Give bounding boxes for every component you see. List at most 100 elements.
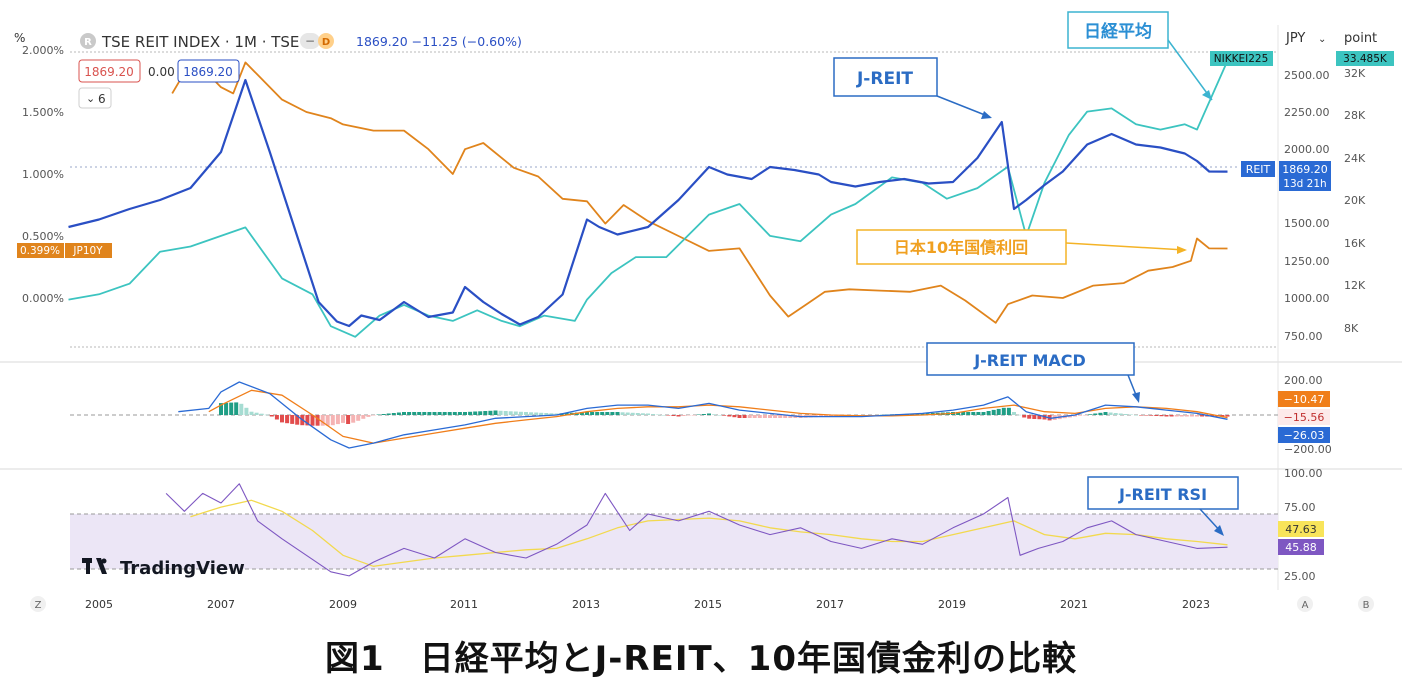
reit-name: REIT	[1246, 163, 1271, 176]
macd-histogram-bar	[920, 413, 925, 415]
tradingview-logo[interactable]: TradingView	[82, 558, 245, 579]
macd-histogram-bar	[1149, 415, 1154, 416]
quote-text: 1869.20 −11.25 (−0.60%)	[356, 34, 522, 49]
macd-histogram-bar	[1108, 412, 1113, 415]
right-axis-unit-jpy[interactable]: JPY	[1285, 31, 1305, 46]
macd-histogram-bar	[244, 407, 249, 415]
series-lines	[68, 60, 1229, 577]
tradingview-logo-icon	[101, 558, 107, 564]
macd-histogram-bar	[1103, 412, 1108, 415]
macd-histogram-bar	[1154, 415, 1159, 416]
macd-histogram-bar	[976, 412, 981, 415]
macd-histogram-bar	[1189, 415, 1194, 417]
macd-histogram-bar	[671, 415, 676, 416]
macd-histogram-bar	[605, 412, 610, 415]
macd-histogram-bar	[483, 411, 488, 415]
nikkei-name-badge	[1210, 51, 1273, 66]
macd-histogram-bar	[1093, 413, 1098, 415]
macd-histogram-bar	[508, 411, 513, 415]
macd-histogram-bar	[712, 414, 717, 415]
price-box-blue-text: 1869.20	[183, 65, 233, 79]
macd-histogram-bar	[239, 403, 244, 415]
macd-histogram-bar	[722, 415, 727, 416]
annotation-jgb-box	[856, 229, 1067, 265]
collapse-count: 6	[98, 92, 106, 106]
macd-histogram-bar	[788, 415, 793, 418]
macd-histogram-bar	[1037, 415, 1042, 420]
macd-histogram-bar	[295, 415, 300, 425]
macd-histogram-bar	[412, 412, 417, 415]
macd-histogram-bar	[396, 412, 401, 415]
macd-histogram-bar	[1012, 412, 1016, 415]
rsi-badge-1	[1278, 521, 1324, 537]
nikkei-name: NIKKEI225	[1214, 53, 1269, 65]
minus-badge[interactable]	[300, 33, 320, 49]
macd-histogram-bar	[1159, 415, 1164, 417]
arrow-head-icon	[1132, 392, 1140, 403]
left-axis-tick: 0.000%	[22, 292, 64, 305]
macd-histogram-bar	[732, 415, 737, 418]
price-box-blue[interactable]	[177, 59, 240, 83]
chart-canvas: % R TSE REIT INDEX · 1M · TSE − D 1869.2…	[0, 11, 1402, 612]
x-axis-tick: 2019	[938, 598, 966, 611]
macd-histogram-bar	[1073, 415, 1077, 417]
x-axis-tick: 2005	[85, 598, 113, 611]
price-box-red[interactable]	[78, 59, 141, 83]
macd-histogram-bar	[1220, 415, 1225, 417]
chevron-down-icon: ⌄	[86, 92, 95, 105]
macd-histogram-bar	[1017, 414, 1022, 416]
rsi-axis-tick: 75.00	[1284, 501, 1316, 514]
jpy-axis-tick: 2250.00	[1284, 106, 1330, 119]
left-axis-tick: 1.000%	[22, 168, 64, 181]
jpy-axis-tick: 1500.00	[1284, 217, 1330, 230]
figure-caption: 図1 日経平均とJ-REIT、10年国債金利の比較	[325, 639, 1077, 679]
macd-histogram-bar	[478, 411, 483, 415]
symbol-title[interactable]: TSE REIT INDEX · 1M · TSE	[101, 33, 299, 51]
macd-histogram-bar	[498, 410, 503, 415]
collapse-button[interactable]	[78, 87, 112, 109]
d-badge-icon[interactable]	[318, 33, 334, 49]
x-axis-tick: 2011	[450, 598, 478, 611]
macd-histogram-bar	[640, 413, 645, 415]
rsi-badge-2	[1278, 539, 1324, 555]
macd-axis-tick: −200.00	[1284, 443, 1332, 456]
nikkei-value-badge	[1336, 51, 1394, 66]
macd-histogram-bar	[981, 412, 986, 415]
annotation-nikkei: 日経平均	[1084, 21, 1152, 42]
macd-histogram-bar	[473, 411, 478, 415]
macd-histogram-bar	[1078, 415, 1083, 416]
left-axis-tick: 1.500%	[22, 106, 64, 119]
chevron-down-icon[interactable]: ⌄	[1318, 34, 1326, 45]
price-box-red-text: 1869.20	[84, 65, 134, 79]
macd-histogram-bar	[524, 412, 528, 415]
jpy-axis-tick: 2000.00	[1284, 143, 1330, 156]
macd-badge-3	[1278, 427, 1330, 443]
log-scale-icon[interactable]	[1358, 596, 1374, 612]
macd-histogram-bar	[585, 412, 589, 415]
macd-histogram-bar	[1179, 415, 1184, 417]
macd-histogram-bar	[646, 413, 650, 415]
macd-histogram-bar	[1022, 415, 1027, 418]
macd-histogram-bar	[747, 415, 752, 418]
series-line-reit	[68, 78, 1228, 328]
rsi-badge-2-text: 45.88	[1285, 541, 1317, 554]
macd-histogram-bar	[305, 415, 310, 426]
macd-badge-2	[1278, 409, 1330, 425]
macd-histogram-bar	[259, 413, 264, 415]
annotation-reit: J-REIT	[856, 69, 913, 89]
macd-histogram-bar	[610, 412, 615, 415]
macd-histogram-bar	[1032, 415, 1037, 419]
macd-histogram-bar	[330, 415, 335, 426]
macd-histogram	[219, 402, 1230, 426]
auto-scale-icon[interactable]	[1297, 596, 1313, 612]
macd-histogram-bar	[274, 415, 279, 420]
annotation-reit-box	[833, 57, 938, 97]
zoom-reset-icon[interactable]	[30, 596, 46, 612]
macd-histogram-bar	[468, 411, 473, 415]
price-box-zero: 0.00	[148, 65, 175, 79]
macd-histogram-bar	[768, 415, 772, 418]
macd-histogram-bar	[681, 415, 686, 416]
symbol-logo-icon[interactable]	[80, 33, 96, 49]
macd-histogram-bar	[666, 415, 671, 416]
series-line-jgb	[171, 61, 1228, 324]
